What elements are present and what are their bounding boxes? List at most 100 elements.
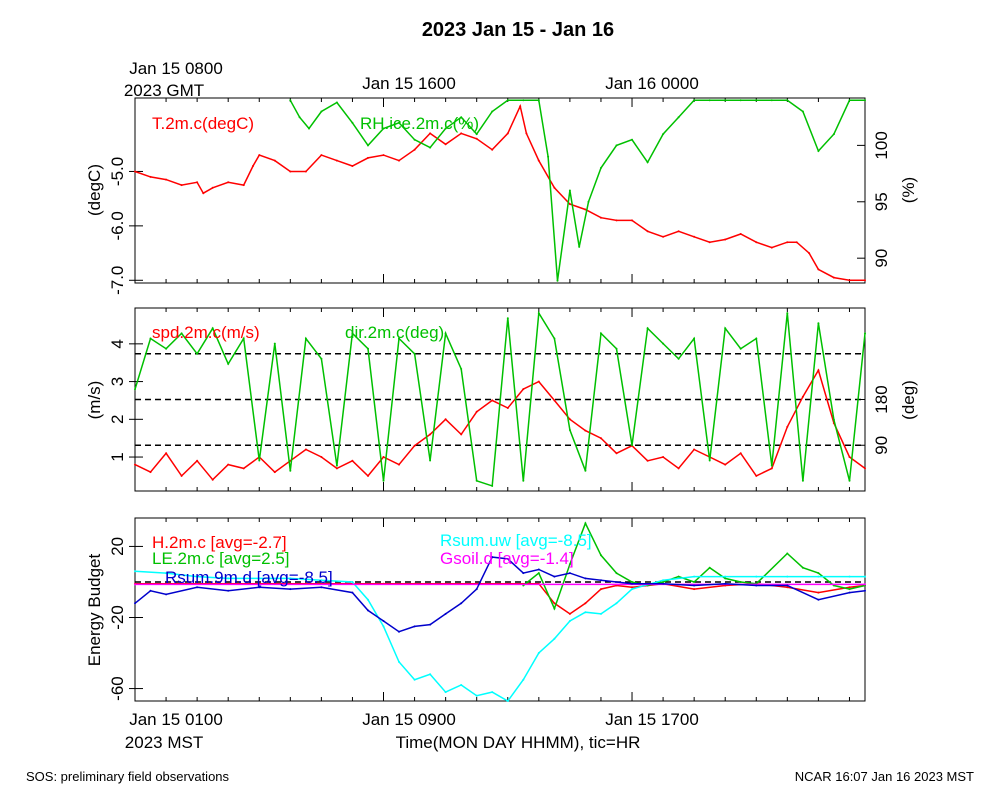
data-point	[335, 159, 338, 162]
data-point	[211, 327, 214, 330]
data-point	[444, 612, 447, 615]
data-point	[382, 456, 385, 458]
data-point	[739, 233, 742, 235]
data-point	[382, 127, 385, 130]
data-point	[367, 156, 369, 159]
data-point	[631, 581, 633, 583]
data-point	[491, 110, 494, 113]
data-point	[165, 347, 168, 350]
y-tick-label: 4	[108, 339, 127, 348]
data-point	[382, 154, 385, 157]
temperature-axis-label: (degC)	[85, 164, 104, 216]
data-point	[553, 399, 556, 402]
data-point	[537, 652, 540, 654]
data-point	[786, 575, 789, 578]
data-point	[587, 200, 590, 203]
legend-le2m: LE.2m.c [avg=2.5]	[152, 549, 290, 568]
data-point	[413, 678, 416, 681]
data-point	[693, 448, 696, 451]
data-point	[134, 570, 136, 573]
data-point	[786, 425, 789, 428]
data-point	[475, 588, 478, 591]
data-point	[413, 352, 416, 355]
data-point	[556, 279, 559, 282]
data-point	[677, 230, 680, 233]
y2-tick-label: 90	[872, 249, 891, 268]
data-point	[134, 463, 136, 466]
data-point	[537, 312, 540, 315]
data-point	[662, 235, 665, 238]
y-tick-label: -7.0	[108, 266, 127, 295]
data-point	[289, 170, 292, 173]
data-point	[600, 332, 602, 335]
data-point	[600, 612, 602, 615]
data-point	[491, 691, 494, 694]
data-point	[351, 459, 354, 462]
data-point	[304, 170, 307, 173]
data-point	[273, 342, 276, 345]
data-point	[242, 337, 245, 340]
legend-t2m: T.2m.c(degC)	[152, 114, 254, 133]
data-point	[537, 572, 540, 575]
data-point	[398, 630, 400, 633]
data-point	[848, 575, 851, 578]
y-tick-label: -6.0	[108, 211, 127, 240]
series-line-spd-2m-c-m-s-	[134, 368, 866, 481]
data-point	[662, 342, 665, 345]
gmt-tick-label: Jan 16 0000	[605, 74, 699, 93]
data-point	[460, 116, 463, 119]
data-point	[258, 586, 261, 589]
data-point	[631, 138, 633, 141]
data-point	[475, 133, 478, 136]
data-point	[786, 312, 789, 315]
data-point	[631, 588, 633, 591]
data-point	[429, 146, 432, 149]
data-point	[506, 407, 509, 409]
legend-rh-ice: RH.ice.2m.c(%)	[360, 114, 479, 133]
data-point	[320, 579, 323, 582]
data-point	[677, 116, 680, 119]
data-point	[429, 459, 432, 462]
data-point	[398, 660, 400, 663]
data-point	[755, 575, 758, 578]
series-line-dir-2m-c-deg-	[134, 310, 866, 487]
data-point	[460, 368, 463, 370]
data-point	[165, 178, 168, 181]
y-tick-label: -20	[108, 605, 127, 630]
data-point	[864, 575, 866, 578]
data-point	[413, 148, 416, 151]
mst-timezone-label: 2023 MST	[125, 733, 203, 752]
data-point	[755, 474, 758, 477]
data-point	[320, 154, 323, 157]
data-point	[600, 554, 602, 557]
data-point	[646, 161, 649, 164]
data-point	[196, 586, 199, 589]
data-point	[708, 566, 711, 569]
data-point	[444, 143, 447, 146]
data-point	[786, 99, 789, 102]
data-point	[568, 563, 571, 566]
data-point	[578, 245, 581, 248]
legend-gsoil: Gsoil.d [avg=-1.4]	[440, 549, 574, 568]
data-point	[382, 620, 385, 622]
data-point	[547, 155, 550, 158]
data-point	[693, 99, 696, 102]
data-point	[519, 105, 522, 108]
y2-tick-label: 90	[872, 436, 891, 455]
data-point	[600, 216, 602, 219]
data-point	[304, 448, 307, 451]
data-point	[864, 583, 866, 586]
data-point	[568, 203, 571, 206]
data-point	[289, 588, 292, 591]
data-point	[568, 620, 571, 622]
footer-right: NCAR 16:07 Jan 16 2023 MST	[795, 769, 974, 784]
data-point	[537, 568, 540, 571]
data-point	[795, 241, 798, 244]
data-point	[165, 452, 168, 455]
gmt-tick-label: Jan 15 0800	[129, 59, 223, 78]
data-point	[848, 279, 851, 282]
data-point	[848, 591, 851, 594]
data-point	[801, 110, 804, 113]
data-point	[149, 589, 152, 592]
